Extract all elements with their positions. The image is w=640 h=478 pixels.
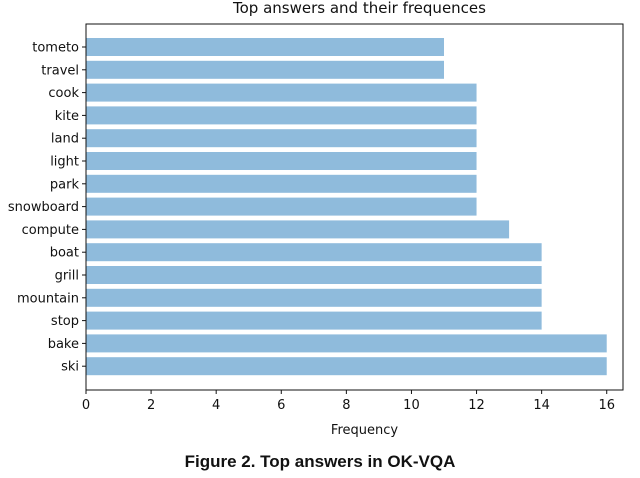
- y-tick-label: grill: [55, 269, 79, 284]
- y-tick-label: kite: [55, 109, 79, 124]
- plot-frame: [85, 23, 624, 391]
- y-tick-label: cook: [48, 86, 79, 101]
- bar-light: [86, 152, 477, 170]
- bar-snowboard: [86, 197, 477, 216]
- y-tick-label: mountain: [17, 291, 79, 306]
- figure-caption: Figure 2. Top answers in OK-VQA: [184, 452, 456, 471]
- x-tick-label: 6: [277, 398, 285, 413]
- y-tick-label: compute: [22, 223, 79, 238]
- bar-kite: [86, 106, 477, 125]
- x-tick-label: 4: [212, 398, 220, 413]
- bar-bake: [86, 334, 607, 353]
- bar-cook: [86, 83, 477, 102]
- bar-mountain: [86, 288, 542, 307]
- x-tick-label: 0: [82, 398, 90, 413]
- y-tick-label: park: [50, 177, 80, 192]
- x-tick-label: 16: [598, 398, 615, 413]
- y-tick-label: boat: [50, 246, 79, 261]
- bar-travel: [86, 60, 444, 79]
- chart-title: Top answers and their frequences: [232, 0, 486, 17]
- y-tick-label: travel: [41, 63, 79, 78]
- bar-park: [86, 174, 477, 193]
- axes-border: [85, 23, 624, 391]
- bars: [86, 38, 607, 376]
- bar-land: [86, 129, 477, 148]
- bar-boat: [86, 243, 542, 262]
- bar-chart: Top answers and their frequences tometot…: [8, 0, 624, 438]
- y-tick-label: land: [51, 132, 79, 147]
- y-tick-label: ski: [61, 360, 79, 375]
- x-tick-label: 12: [468, 398, 485, 413]
- bar-grill: [86, 266, 542, 284]
- y-tick-label: tometo: [32, 41, 79, 56]
- bar-stop: [86, 311, 542, 330]
- y-axis-ticks: tometo travel cook kite land light park snowboa…: [8, 41, 86, 375]
- bar-ski: [86, 357, 607, 376]
- x-tick-label: 2: [147, 398, 155, 413]
- bar-tometo: [86, 38, 444, 56]
- x-axis-label: Frequency: [331, 423, 398, 438]
- y-tick-label: snowboard: [8, 200, 79, 215]
- x-tick-label: 14: [533, 398, 550, 413]
- y-tick-label: bake: [48, 337, 79, 352]
- x-tick-label: 10: [403, 398, 420, 413]
- y-tick-label: light: [50, 155, 79, 170]
- x-tick-label: 8: [342, 398, 350, 413]
- x-axis-ticks: 0 2 4 6 8 10 12 14 16: [82, 390, 615, 413]
- y-tick-label: stop: [51, 314, 79, 329]
- bar-compute: [86, 220, 510, 239]
